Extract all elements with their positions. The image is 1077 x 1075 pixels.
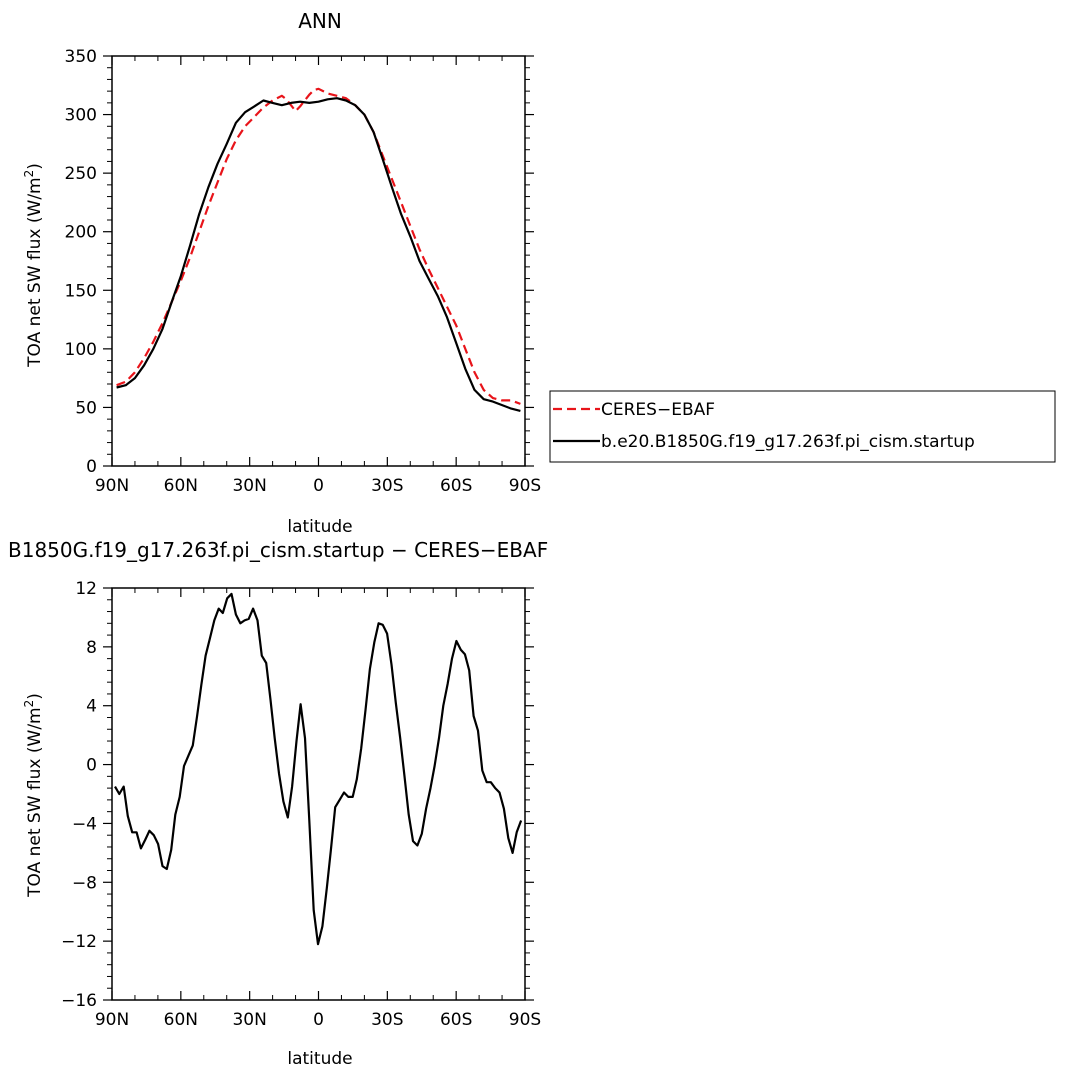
chart-legend: CERES−EBAF b.e20.B1850G.f19_g17.263f.pi_…: [549, 390, 1056, 463]
bottom-chart-title: B1850G.f19_g17.263f.pi_cism.startup − CE…: [8, 538, 548, 562]
bottom-chart-plot: 90N 60N 30N 0 30S 60S 90S −16 −12 −8 −4 0 4 8 12: [61, 579, 541, 1030]
bottom-chart-x-tick-label-90n: 90N: [95, 1010, 129, 1030]
top-chart-series-line-b-e20-b1850g-f19-g17-263f-pi-cism-startup: [116, 97, 521, 412]
top-chart-y-tick-label-250: 250: [65, 164, 97, 184]
legend-box: [549, 390, 1056, 463]
bottom-chart-y-tick-label-4: −4: [72, 814, 97, 834]
top-chart-x-tick-label-90s: 90S: [509, 476, 541, 496]
top-chart-x-tick-label-90n: 90N: [95, 476, 129, 496]
top-chart-y-tick-label-350: 350: [65, 47, 97, 67]
bottom-chart-y-axis-label: TOA net SW flux (W/m2): [22, 693, 45, 898]
top-chart-y-tick-label-100: 100: [65, 340, 97, 360]
top-chart-y-tick-label-300: 300: [65, 106, 97, 126]
top-chart-x-tick-label-60s: 60S: [440, 476, 472, 496]
bottom-chart-y-tick-label-4: 4: [86, 697, 97, 717]
top-chart: ANN 90N 60N 30N 0 30S 60S 90S 0 50 100 150 200 250 30…: [22, 9, 1056, 537]
bottom-chart-x-tick-label-0: 0: [313, 1010, 324, 1030]
bottom-chart-series-line-difference: [114, 592, 523, 946]
bottom-chart-y-tick-label-16: −16: [61, 991, 97, 1011]
top-chart-y-tick-label-0: 0: [86, 457, 97, 477]
bottom-chart-x-axis-label: latitude: [287, 1049, 352, 1069]
top-chart-x-tick-label-0: 0: [313, 476, 324, 496]
top-chart-x-tick-label-30s: 30S: [371, 476, 403, 496]
top-chart-y-axis-label: TOA net SW flux (W/m2): [22, 163, 45, 368]
top-chart-y-tick-label-200: 200: [65, 223, 97, 243]
top-chart-plot: 90N 60N 30N 0 30S 60S 90S 0 50 100 150 200 250 300 350: [65, 47, 542, 496]
bottom-chart-x-tick-label-30s: 30S: [371, 1010, 403, 1030]
top-chart-x-tick-label-30n: 30N: [232, 476, 266, 496]
top-chart-series-line-ceres-ebaf: [116, 87, 521, 405]
top-chart-x-axis-label: latitude: [287, 517, 352, 537]
bottom-chart-y-tick-label-12: 12: [75, 579, 97, 599]
legend-label-model-run: b.e20.B1850G.f19_g17.263f.pi_cism.startu…: [601, 432, 975, 452]
bottom-chart-x-tick-label-60s: 60S: [440, 1010, 472, 1030]
top-chart-x-tick-label-60n: 60N: [164, 476, 198, 496]
bottom-chart-y-tick-label-8: −8: [72, 873, 97, 893]
bottom-chart: B1850G.f19_g17.263f.pi_cism.startup − CE…: [8, 538, 548, 1069]
bottom-chart-x-tick-label-90s: 90S: [509, 1010, 541, 1030]
legend-label-ceres-ebaf: CERES−EBAF: [601, 400, 715, 420]
bottom-chart-y-tick-label-0: 0: [86, 756, 97, 776]
bottom-chart-y-tick-label-12: −12: [61, 932, 97, 952]
top-chart-y-tick-label-150: 150: [65, 281, 97, 301]
bottom-chart-y-tick-label-8: 8: [86, 638, 97, 658]
top-chart-title: ANN: [298, 9, 342, 33]
bottom-chart-x-tick-label-30n: 30N: [232, 1010, 266, 1030]
top-chart-y-tick-label-50: 50: [75, 398, 97, 418]
bottom-chart-x-tick-label-60n: 60N: [164, 1010, 198, 1030]
top-chart-plot-frame: [111, 55, 526, 467]
